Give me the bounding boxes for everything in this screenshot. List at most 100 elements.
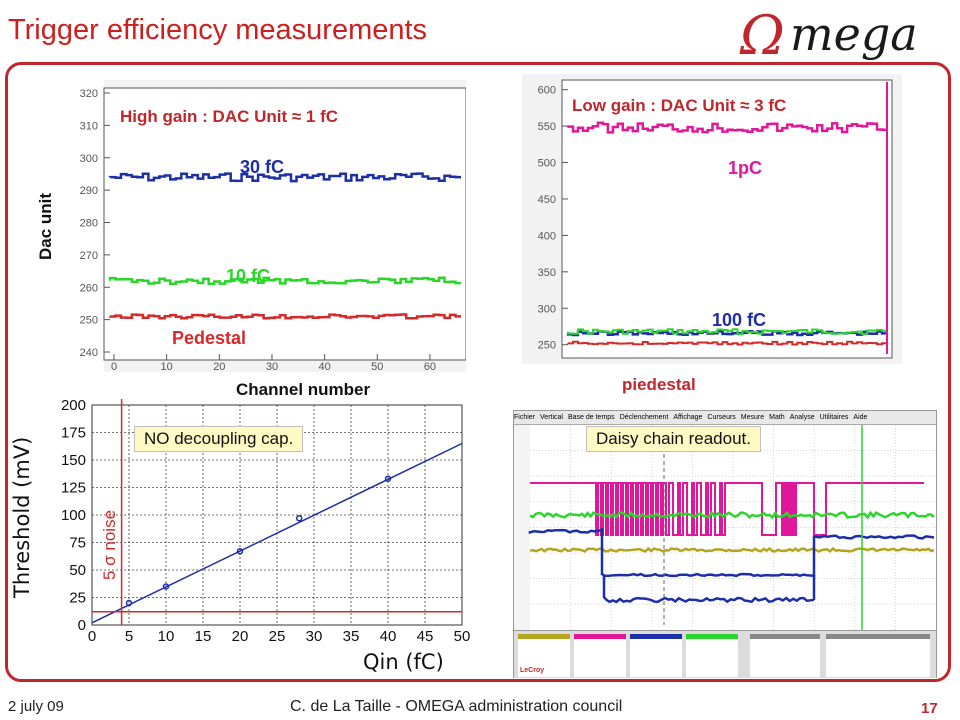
y-tick-label: 600: [538, 85, 556, 97]
callout-daisy-chain: Daisy chain readout.: [586, 426, 761, 452]
y-tick-label: 175: [61, 425, 86, 442]
dac-unit-axis-label: Dac unit: [36, 192, 55, 260]
scope-waveforms: [514, 425, 936, 630]
x-tick-label: 0: [111, 361, 117, 373]
y-tick-label: 310: [80, 120, 98, 132]
label-1pc: 1pC: [728, 158, 763, 178]
scope-menu-item[interactable]: Curseurs: [707, 414, 736, 421]
scope-menu-item[interactable]: Math: [769, 414, 785, 421]
y-tick-label: 200: [61, 397, 86, 414]
y-tick-label: 300: [538, 303, 556, 315]
series-100fc-green-line: [567, 328, 887, 336]
series-1pc-line: [566, 121, 887, 134]
linear-fit-line: [91, 442, 463, 624]
x-tick-label: 60: [424, 361, 436, 373]
scope-menu-item[interactable]: Analyse: [789, 414, 815, 421]
y-tick-label: 300: [80, 153, 98, 165]
svg-text:mega: mega: [790, 7, 918, 61]
x-tick-label: 10: [161, 361, 173, 373]
y-tick-label: 280: [80, 218, 98, 230]
x-tick-label: 40: [319, 361, 331, 373]
y-tick-label: 150: [61, 452, 86, 469]
y-tick-label: 350: [538, 267, 556, 279]
y-tick-label: 550: [538, 121, 556, 133]
low-gain-title: Low gain : DAC Unit ≈ 3 fC: [572, 96, 787, 115]
label-30fc: 30 fC: [240, 157, 285, 177]
x-tick-label: 30: [306, 628, 323, 645]
data-point: [295, 515, 303, 522]
y-tick-label: 50: [69, 562, 86, 579]
x-tick-label: 50: [454, 628, 471, 645]
y-tick-label: 240: [80, 347, 98, 359]
waveform-c2: [529, 510, 935, 520]
x-tick-label: 35: [343, 628, 360, 645]
low-gain-plot: 250 300 350 400 450 500 550 600: [522, 74, 902, 364]
x-tick-label: 30: [266, 361, 278, 373]
content-frame: [5, 62, 951, 682]
x-tick-label: 5: [125, 628, 133, 645]
data-point: [384, 475, 392, 482]
data-point: [125, 599, 133, 607]
label-100fc: 100 fC: [712, 310, 767, 330]
label-piedestal: piedestal: [622, 375, 696, 394]
x-tick-label: 25: [269, 628, 286, 645]
series-piedestal-line: [567, 340, 887, 346]
scope-menu-item[interactable]: Utilitaires: [819, 414, 849, 421]
series-30fc-line: [108, 172, 461, 183]
x-tick-label: 50: [371, 361, 383, 373]
waveform-c4: [528, 527, 816, 578]
noise-label: 5 σ noise: [100, 509, 119, 580]
y-tick-label: 125: [61, 480, 86, 497]
x-tick-label: 20: [232, 628, 249, 645]
label-pedestal: Pedestal: [172, 328, 247, 348]
waveform-c3: [529, 546, 935, 553]
page-number: 17: [921, 700, 938, 717]
series-pedestal-line: [108, 313, 461, 320]
scope-menu-bar: Fichier Vertical Base de temps Déclenchemen…: [514, 411, 936, 425]
series-10fc-line: [108, 276, 461, 286]
data-point: [162, 583, 170, 590]
high-gain-title: High gain : DAC Unit ≈ 1 fC: [120, 107, 339, 126]
qin-axis-label: Qin (fC): [363, 650, 444, 674]
waveform-c5: [602, 534, 935, 604]
y-tick-label: 400: [538, 230, 556, 242]
callout-no-decoupling: NO decoupling cap.: [134, 426, 304, 452]
x-tick-label: 0: [88, 628, 96, 645]
scope-menu-item[interactable]: Aide: [853, 414, 868, 421]
y-tick-label: 250: [538, 340, 556, 352]
scope-screenshot: Fichier Vertical Base de temps Déclenchemen…: [513, 410, 937, 678]
scope-menu-item[interactable]: Base de temps: [567, 414, 615, 421]
x-tick-label: 45: [417, 628, 434, 645]
y-tick-label: 260: [80, 282, 98, 294]
threshold-axis-label: Threshold (mV): [10, 436, 34, 598]
footer-date: 2 july 09: [8, 698, 64, 715]
y-tick-label: 100: [61, 507, 86, 524]
high-gain-plot: 240 250 260 270 280 290 300 310 320 0 10 20 30 40 50 6…: [80, 80, 466, 373]
x-tick-label: 40: [380, 628, 397, 645]
y-tick-label: 25: [69, 590, 86, 607]
y-tick-label: 320: [80, 88, 98, 100]
slide-title: Trigger efficiency measurements: [8, 14, 428, 46]
y-tick-label: 290: [80, 185, 98, 197]
waveform-c1: [530, 482, 924, 536]
scope-menu-item[interactable]: Vertical: [540, 414, 563, 421]
omega-logo: Ω mega: [739, 6, 918, 67]
svg-text:Ω: Ω: [739, 6, 785, 67]
scope-menu-item[interactable]: Fichier: [514, 414, 536, 421]
x-tick-label: 15: [195, 628, 212, 645]
scope-brand: LeCroy: [520, 667, 545, 674]
label-10fc: 10 fC: [226, 266, 271, 286]
x-tick-label: 20: [213, 361, 225, 373]
scope-channel-panel: LeCroy: [514, 630, 936, 678]
scope-menu-item[interactable]: Affichage: [673, 414, 703, 421]
y-tick-label: 75: [69, 535, 86, 552]
footer-author: C. de La Taille - OMEGA administration c…: [290, 698, 623, 715]
y-tick-label: 500: [538, 158, 556, 170]
scope-menu-item[interactable]: Mesure: [740, 414, 765, 421]
data-point: [236, 548, 244, 555]
channel-number-label: Channel number: [236, 380, 371, 399]
x-tick-label: 10: [158, 628, 175, 645]
y-tick-label: 270: [80, 250, 98, 262]
scope-menu-item[interactable]: Déclenchement: [619, 414, 669, 421]
y-tick-label: 250: [80, 315, 98, 327]
